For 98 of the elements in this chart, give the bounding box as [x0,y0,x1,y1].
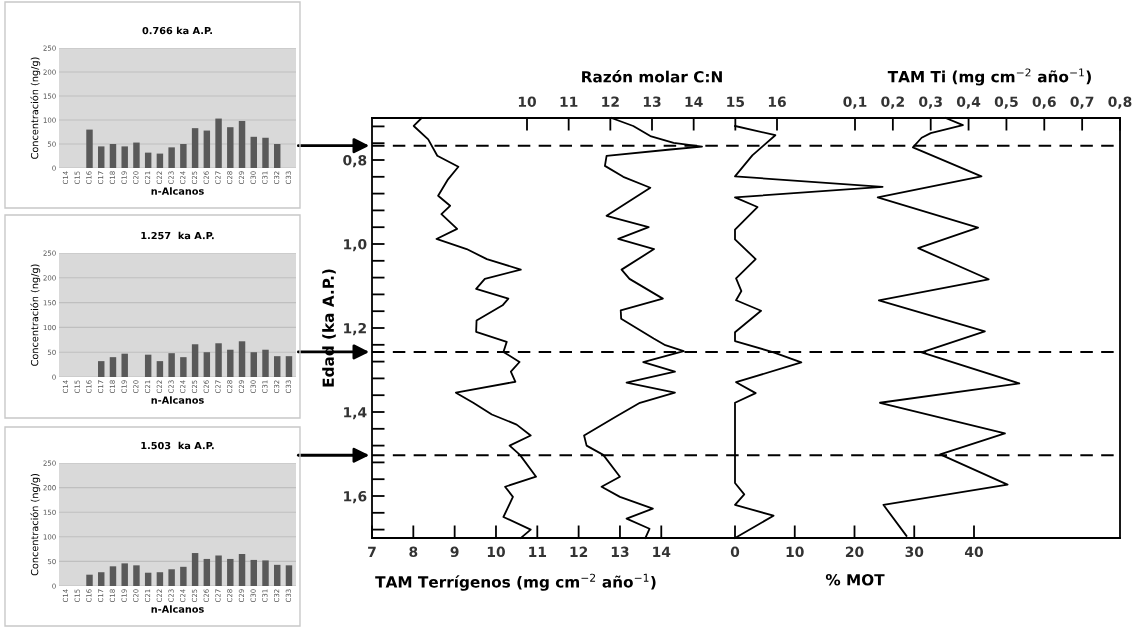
y-axis-title: Concentración (ng/g) [30,473,41,576]
bar [168,353,175,377]
x-tick-label: 9 [450,546,459,558]
y-tick-label: 1,2 [344,322,366,336]
bar [191,344,199,377]
x-tick-label: 0,6 [1032,96,1056,109]
bar [180,144,187,168]
x-tick-label: 11 [529,546,547,557]
x-tick-label: 11 [560,96,578,107]
bar [191,553,199,586]
x-tick-label: 0,5 [994,96,1018,109]
bar [238,554,246,586]
bar [250,559,257,586]
x-tick-label: 8 [409,546,418,558]
bar [262,560,269,586]
x-axis-title: Razón molar C:N [582,70,722,83]
bar [144,152,152,168]
bar [238,120,246,168]
bar [227,127,234,168]
x-tick-label: 13 [643,96,661,107]
bar [180,357,187,377]
bar [168,569,175,586]
x-tick-label: 15 [727,96,745,107]
bar [215,343,222,377]
bar [191,128,199,168]
y-axis-title: Concentración (ng/g) [30,264,41,366]
x-tick-label: 10 [487,546,505,558]
y-tick-label: 0,8 [343,154,367,168]
bar [274,356,281,377]
bar [121,353,128,377]
x-tick-label: 30 [905,546,924,558]
x-tick-label: 0,2 [881,96,904,109]
bar [262,137,269,168]
x-tick-label: 0,4 [956,96,981,109]
bar [203,130,211,168]
x-axis-title: TAM Ti (mg cm$^{−2}$ año$^{−1}$) [887,68,1091,86]
bar [109,566,117,586]
x-axis-title: TAM Terrígenos (mg cm$^{−2}$ año$^{−1}$) [375,573,656,591]
bar [203,558,211,586]
x-axis-title: n-Alcanos [151,396,204,404]
x-tick-label: 12 [570,546,588,557]
y-tick-label: 1,4 [344,407,367,420]
bar [238,341,246,377]
bar [121,146,128,168]
x-tick-label: 10 [786,546,804,558]
bar [86,574,93,586]
bar [250,136,257,168]
bar [250,352,257,377]
x-tick-label: 13 [611,546,629,558]
bar [227,558,234,586]
bar [285,565,293,586]
chart-title: 0.766 ka A.P. [142,26,212,35]
y-tick-label: 1,0 [344,238,367,252]
x-axis-title: n-Alcanos [151,187,204,195]
x-tick-label: 20 [845,546,864,558]
x-tick-label: 0,3 [919,96,942,109]
bar [156,361,164,377]
bar [133,565,140,586]
y-axis-title: Concentración (ng/g) [30,57,41,159]
x-tick-label: 12 [602,96,619,107]
x-axis-title: % MOT [825,573,885,586]
bar [203,352,211,377]
bar [156,153,164,168]
bar [98,572,105,586]
x-tick-label: 0,8 [1108,96,1132,109]
bar [133,142,140,168]
bar [215,118,222,168]
y-axis-title: Edad (ka A.P.) [322,269,336,387]
bar [156,572,164,586]
bar [227,349,234,377]
x-tick-label: 0 [730,546,740,558]
bar [285,356,293,377]
x-tick-label: 0,1 [843,96,867,109]
bar [86,129,93,168]
bar [180,566,187,586]
x-axis-title: n-Alcanos [151,605,204,613]
bar [262,349,269,377]
x-tick-label: 7 [368,546,376,557]
x-tick-label: 16 [768,96,786,107]
chart-title: 1.503 ka A.P. [141,441,214,450]
bar [109,357,117,377]
x-tick-label: 10 [518,96,536,107]
bar [98,146,105,168]
x-tick-label: 14 [653,546,671,557]
y-tick-label: 1,6 [344,490,367,504]
bar [98,361,105,377]
bar [121,563,128,586]
chart-title: 1.257 ka A.P. [141,231,214,240]
x-tick-label: 0,7 [1070,96,1094,109]
bar [274,564,281,586]
bar [215,555,222,586]
bar [144,572,152,586]
bar [109,144,117,168]
bar [168,147,175,168]
bar [144,354,152,377]
bar [274,144,281,168]
x-tick-label: 14 [685,96,703,107]
x-tick-label: 40 [964,546,983,558]
